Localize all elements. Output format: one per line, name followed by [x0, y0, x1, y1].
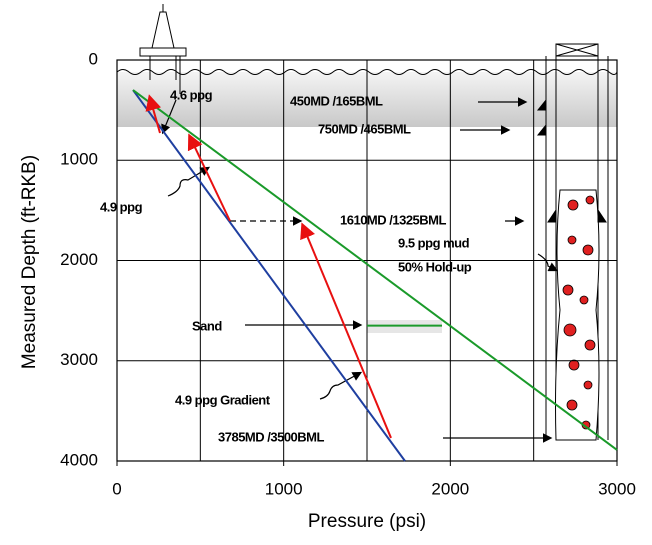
y-tick-label: 2000: [60, 250, 98, 269]
pressure-arrow: [300, 222, 392, 439]
gradient-line: [132, 89, 406, 462]
annotation: Sand: [192, 318, 222, 333]
y-tick-label: 0: [89, 49, 98, 68]
x-axis-title: Pressure (psi): [308, 511, 426, 532]
x-tick-label: 1000: [265, 479, 303, 498]
pressure-arrow: [187, 133, 231, 222]
annotation: 450MD /165BML: [290, 93, 383, 108]
x-tick-label: 3000: [598, 479, 636, 498]
x-tick-label: 2000: [431, 479, 469, 498]
gradient-line: [132, 89, 618, 451]
y-tick-label: 3000: [60, 350, 98, 369]
annotation: 750MD /465BML: [318, 121, 411, 136]
annotation: 1610MD /1325BML: [340, 212, 446, 227]
annotation: 50% Hold-up: [398, 259, 472, 274]
annotation: 9.5 ppg mud: [398, 235, 470, 250]
rig-icon: [139, 4, 187, 94]
wellbore-diagram: [536, 43, 609, 441]
y-tick-label: 4000: [60, 450, 98, 469]
annotation: 4.6 ppg: [170, 87, 213, 102]
annotation: 4.9 ppg Gradient: [175, 392, 271, 407]
y-tick-label: 1000: [60, 150, 98, 169]
annotation: 4.9 ppg: [100, 199, 143, 214]
plot-frame: [116, 59, 618, 462]
annotation: 3785MD /3500BML: [218, 429, 324, 444]
annotation-arrows: [161, 97, 559, 443]
x-tick-label: 0: [112, 479, 121, 498]
y-axis-title: Measured Depth (ft-RKB): [19, 155, 40, 369]
sea-surface: [116, 69, 618, 75]
pressure-arrow: [145, 94, 161, 134]
